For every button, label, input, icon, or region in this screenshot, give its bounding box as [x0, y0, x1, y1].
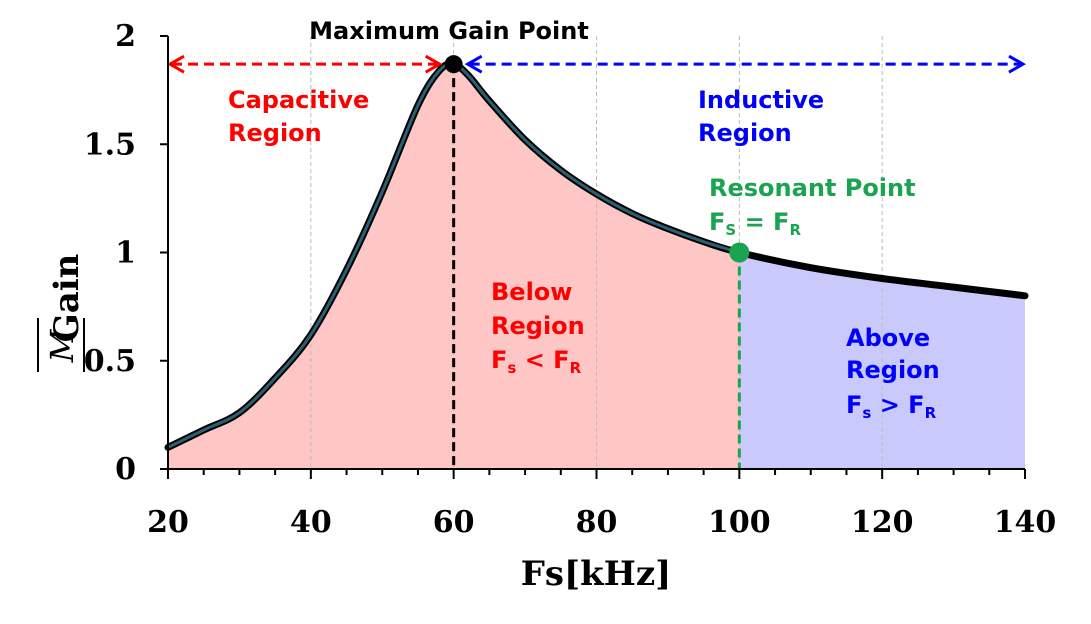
- above-region-label-1: Above: [846, 324, 930, 352]
- resonant-point-label: Resonant Point: [709, 174, 916, 202]
- x-tick-label: 20: [147, 505, 189, 540]
- capacitive-label-2: Region: [228, 119, 322, 147]
- y-axis-symbol: M: [43, 328, 81, 363]
- x-tick-label: 120: [851, 505, 914, 540]
- capacitive-arrow-head-right: [424, 54, 443, 74]
- gain-curve-layer: [164, 54, 1029, 469]
- below-region-label-1: Below: [491, 278, 572, 306]
- x-tick-label: 60: [433, 505, 475, 540]
- x-axis-title: Fs[kHz]: [521, 554, 671, 594]
- y-tick-label: 2: [115, 19, 136, 54]
- x-tick-label: 80: [576, 505, 618, 540]
- y-tick-label: 1.5: [84, 127, 136, 162]
- resonant-point: [729, 242, 750, 263]
- y-axis-symbol-text: M: [43, 328, 81, 363]
- inductive-label-1: Inductive: [698, 86, 824, 114]
- max-gain-point: [444, 55, 463, 74]
- y-tick-label: 1: [115, 236, 136, 271]
- above-region-label-2: Region: [846, 356, 940, 384]
- x-tick-label: 100: [708, 505, 771, 540]
- above-region-equation: Fs > FR: [846, 391, 937, 422]
- y-axis-label: Gain: [47, 254, 87, 343]
- below-region-equation: Fs < FR: [491, 346, 582, 377]
- capacitive-arrow-head-left: [166, 54, 185, 74]
- max-point-label: Maximum Gain Point: [309, 17, 589, 45]
- resonant-equation: FS = FR: [709, 208, 801, 239]
- capacitive-label-1: Capacitive: [228, 86, 369, 114]
- inductive-arrow-head-right: [1008, 54, 1027, 74]
- x-tick-label: 40: [290, 505, 332, 540]
- y-tick-label: 0.5: [84, 344, 136, 379]
- axes: [160, 35, 1026, 479]
- inductive-arrow-head-left: [464, 54, 483, 74]
- below-region-label-2: Region: [491, 312, 585, 340]
- tick-labels: 20 40 60 80 100 120 140 0 0.5 1 1.5 2: [84, 19, 1057, 540]
- y-tick-label: 0: [115, 452, 136, 487]
- x-tick-label: 140: [994, 505, 1057, 540]
- inductive-label-2: Region: [698, 119, 792, 147]
- y-axis-title: Gain: [47, 254, 87, 343]
